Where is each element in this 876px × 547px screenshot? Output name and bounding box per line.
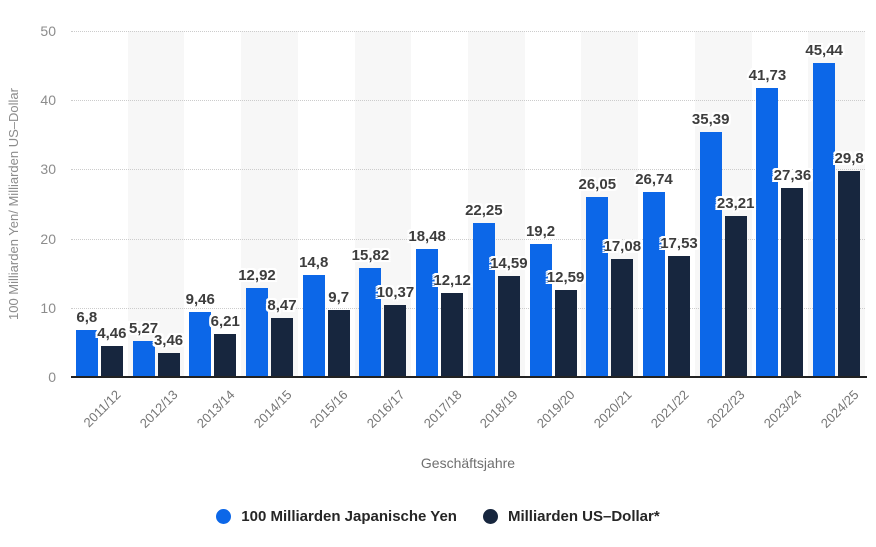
gridline [71,169,865,171]
x-tick-label: 2023/24 [760,387,805,431]
bar-yen [302,274,325,377]
bar-yen [586,196,609,377]
bar-value-label: 19,2 [525,223,556,241]
bar-value-label: 35,39 [691,111,730,129]
x-tick-label: 2013/14 [193,387,238,431]
bar-yen [132,340,155,377]
bar-yen [529,244,552,377]
y-tick-label: 0 [48,369,56,385]
bar-value-label: 14,8 [299,253,329,271]
x-tick-label: 2017/18 [420,387,465,431]
bar-yen [416,249,439,377]
legend-dot-icon [216,509,232,524]
bar-yen [246,287,268,377]
bar-value-label: 3,46 [153,332,184,350]
bar-value-label: 6,8 [76,308,98,326]
bar-usd [611,258,634,377]
bar-yen [643,191,665,377]
bar-value-label: 26,74 [635,170,673,188]
bar-value-label: 45,44 [805,41,843,59]
bar-usd [668,255,690,377]
y-tick-label: 50 [40,23,56,39]
bar-yen [756,88,779,377]
bar-value-label: 6,21 [210,313,240,331]
bar-value-label: 15,82 [351,246,390,264]
y-tick-label: 10 [40,299,56,316]
bar-usd [838,170,861,377]
gridline [71,31,865,32]
x-tick-label: 2020/21 [590,387,635,431]
x-axis-title: Geschäftsjahre [420,455,516,471]
x-tick-label: 2012/13 [136,387,181,431]
y-tick-label: 40 [40,92,56,109]
bar-yen [699,132,722,377]
bar-value-label: 10,37 [376,284,415,302]
bar-value-label: 4,46 [97,325,127,343]
bar-usd [157,353,180,377]
x-tick-label: 2018/19 [477,387,521,431]
bar-usd [384,305,407,377]
legend-label: Milliarden US–Dollar* [507,508,660,525]
gridline [71,238,865,240]
bar-value-label: 27,36 [773,166,812,184]
bar-yen [359,267,382,377]
plot-area [71,31,865,377]
legend-dot-icon [482,509,498,524]
y-tick-label: 30 [40,161,56,178]
bar-value-label: 29,8 [834,149,864,167]
x-tick-label: 2022/23 [703,387,748,431]
bar-value-label: 17,53 [660,234,698,252]
bar-yen [813,62,836,377]
bar-value-label: 22,25 [465,202,503,220]
bar-value-label: 14,59 [490,255,528,273]
gridline [71,100,865,102]
bar-usd [497,276,520,377]
x-tick-label: 2021/22 [647,387,692,431]
y-tick-label: 20 [40,230,56,247]
bar-usd [554,289,577,377]
legend: 100 Milliarden Japanische Yen Milliarden … [0,508,876,525]
bar-value-label: 23,21 [716,195,755,213]
bar-usd [781,187,804,377]
bar-value-label: 17,08 [603,237,642,255]
x-tick-label: 2015/16 [306,387,351,431]
x-tick-label: 2011/12 [80,387,124,431]
bar-yen [75,329,98,377]
bar-yen [472,223,495,377]
bar-value-label: 8,47 [267,297,297,315]
bar-value-label: 12,12 [433,272,471,290]
bar-value-label: 26,05 [578,175,617,193]
bar-value-label: 9,46 [185,290,215,308]
x-tick-label: 2019/20 [533,387,578,431]
legend-label: 100 Milliarden Japanische Yen [241,508,457,525]
bar-value-label: 12,92 [238,266,276,284]
bar-value-label: 12,59 [546,268,585,286]
bar-usd [214,334,237,377]
y-axis-title: 100 Milliarden Yen/ Milliarden US–Dollar [6,88,21,320]
bar-usd [724,216,747,377]
x-axis-line [71,376,867,378]
bar-value-label: 18,48 [408,228,446,246]
legend-item-yen: 100 Milliarden Japanische Yen [216,508,457,525]
bar-value-label: 9,7 [328,288,350,306]
bar-usd [271,318,293,377]
background-band [127,31,185,377]
bar-usd [327,309,350,377]
bar-usd [100,346,123,377]
bar-yen [189,311,212,377]
x-tick-label: 2024/25 [817,387,862,431]
bar-usd [441,293,464,377]
bar-value-label: 41,73 [748,67,787,85]
bar-value-label: 5,27 [128,319,159,337]
x-tick-label: 2016/17 [363,387,408,431]
legend-item-usd: Milliarden US–Dollar* [482,508,660,525]
gridline [71,307,865,309]
x-tick-label: 2014/15 [250,387,295,431]
